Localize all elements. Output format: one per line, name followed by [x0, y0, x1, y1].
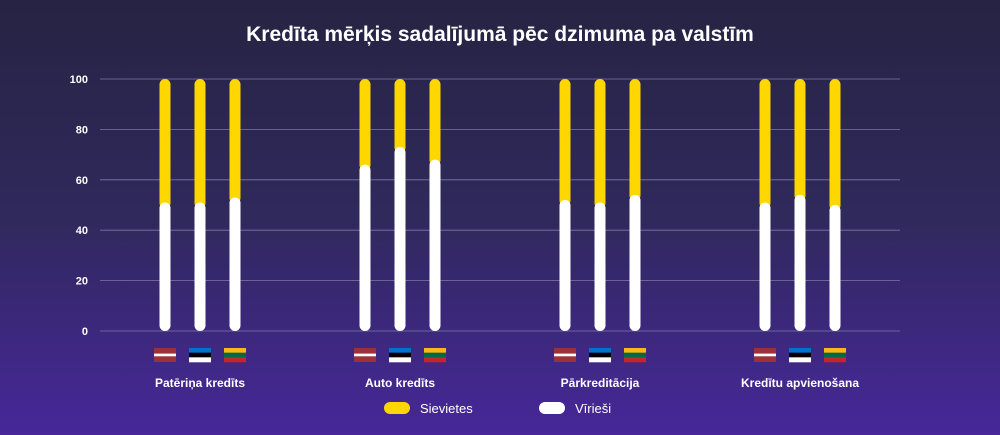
flag-stripe [224, 348, 246, 353]
flag-ee-icon [789, 348, 811, 363]
bar-segment-sievietes [629, 79, 641, 201]
bar-segment-sievietes [159, 79, 171, 209]
flag-stripe [154, 353, 176, 357]
legend-swatch [539, 402, 565, 414]
y-tick-label: 80 [76, 124, 88, 136]
flag-stripe [789, 357, 811, 363]
flag-stripe [789, 348, 811, 353]
flag-stripe [389, 357, 411, 363]
bar-segment-sievietes [394, 79, 406, 154]
flag-stripe [389, 352, 411, 358]
flag-lv-icon [754, 348, 776, 362]
y-axis-ticks: 0 20 40 60 80 100 [70, 74, 88, 338]
flag-lv-icon [554, 348, 576, 362]
flag-stripe [824, 352, 846, 358]
bar-segment-sievietes [359, 79, 371, 171]
bar-segment-viriesi [629, 194, 641, 331]
flag-stripe [624, 357, 646, 363]
bar-segment-viriesi [594, 202, 606, 331]
legend-label: Vīrieši [575, 401, 611, 416]
flag-stripe [189, 357, 211, 363]
y-tick-label: 100 [70, 74, 88, 86]
flag-lt-icon [224, 348, 246, 363]
bar-segment-viriesi [794, 194, 806, 331]
legend: Sievietes Vīrieši [384, 401, 611, 416]
flag-stripe [354, 356, 376, 362]
y-tick-label: 20 [76, 276, 88, 288]
y-tick-label: 60 [76, 175, 88, 187]
category-label: Patēriņa kredīts [155, 376, 245, 390]
flag-stripe [424, 357, 446, 363]
bar-segment-viriesi [359, 164, 371, 331]
flag-stripe [554, 348, 576, 354]
flag-stripe [754, 348, 776, 354]
category-label: Auto kredīts [365, 376, 435, 390]
flag-stripe [824, 357, 846, 363]
legend-label: Sievietes [420, 401, 473, 416]
flag-lt-icon [624, 348, 646, 363]
flag-ee-icon [189, 348, 211, 363]
bar-segment-viriesi [159, 202, 171, 331]
y-tick-label: 40 [76, 225, 88, 237]
bar-segment-viriesi [194, 202, 206, 331]
flag-stripe [824, 348, 846, 353]
bar-segment-viriesi [429, 159, 441, 331]
flag-stripe [354, 348, 376, 354]
bar-segment-sievietes [759, 79, 771, 209]
bar-segment-viriesi [759, 202, 771, 331]
bar-segment-viriesi [229, 197, 241, 331]
flag-stripe [624, 352, 646, 358]
flag-lt-icon [824, 348, 846, 363]
category-label: Pārkreditācija [561, 376, 640, 390]
flag-stripe [624, 348, 646, 353]
bar-segment-sievietes [194, 79, 206, 209]
flag-stripe [754, 353, 776, 357]
flag-stripe [424, 348, 446, 353]
flag-lv-icon [154, 348, 176, 362]
flag-ee-icon [589, 348, 611, 363]
gridlines [100, 78, 900, 332]
flag-stripe [354, 353, 376, 357]
chart-title: Kredīta mērķis sadalījumā pēc dzimuma pa… [246, 23, 754, 46]
flag-stripe [589, 348, 611, 353]
bars [159, 79, 841, 331]
flag-stripe [189, 352, 211, 358]
legend-swatch [384, 402, 410, 414]
flag-stripe [389, 348, 411, 353]
bar-segment-sievietes [559, 79, 571, 206]
bar-segment-sievietes [594, 79, 606, 209]
category-label: Kredītu apvienošana [741, 376, 859, 390]
bar-segment-sievietes [829, 79, 841, 211]
flag-lt-icon [424, 348, 446, 363]
flag-stripe [554, 356, 576, 362]
flag-stripe [424, 352, 446, 358]
flag-stripe [224, 357, 246, 363]
flag-stripe [554, 353, 576, 357]
category-labels: Patēriņa kredīts Auto kredīts Pārkreditāci… [155, 376, 859, 390]
bar-segment-sievietes [429, 79, 441, 166]
flag-stripe [224, 352, 246, 358]
flag-stripe [189, 348, 211, 353]
flag-ee-icon [389, 348, 411, 363]
flag-lv-icon [354, 348, 376, 362]
bar-segment-sievietes [229, 79, 241, 204]
flag-stripe [754, 356, 776, 362]
y-tick-label: 0 [82, 326, 88, 338]
flag-stripe [789, 352, 811, 358]
bar-segment-sievietes [794, 79, 806, 201]
flag-stripe [589, 352, 611, 358]
bar-segment-viriesi [829, 205, 841, 331]
flag-stripe [154, 348, 176, 354]
bar-segment-viriesi [394, 147, 406, 331]
bar-segment-viriesi [559, 199, 571, 331]
flag-stripe [589, 357, 611, 363]
country-flags [154, 348, 846, 363]
flag-stripe [154, 356, 176, 362]
